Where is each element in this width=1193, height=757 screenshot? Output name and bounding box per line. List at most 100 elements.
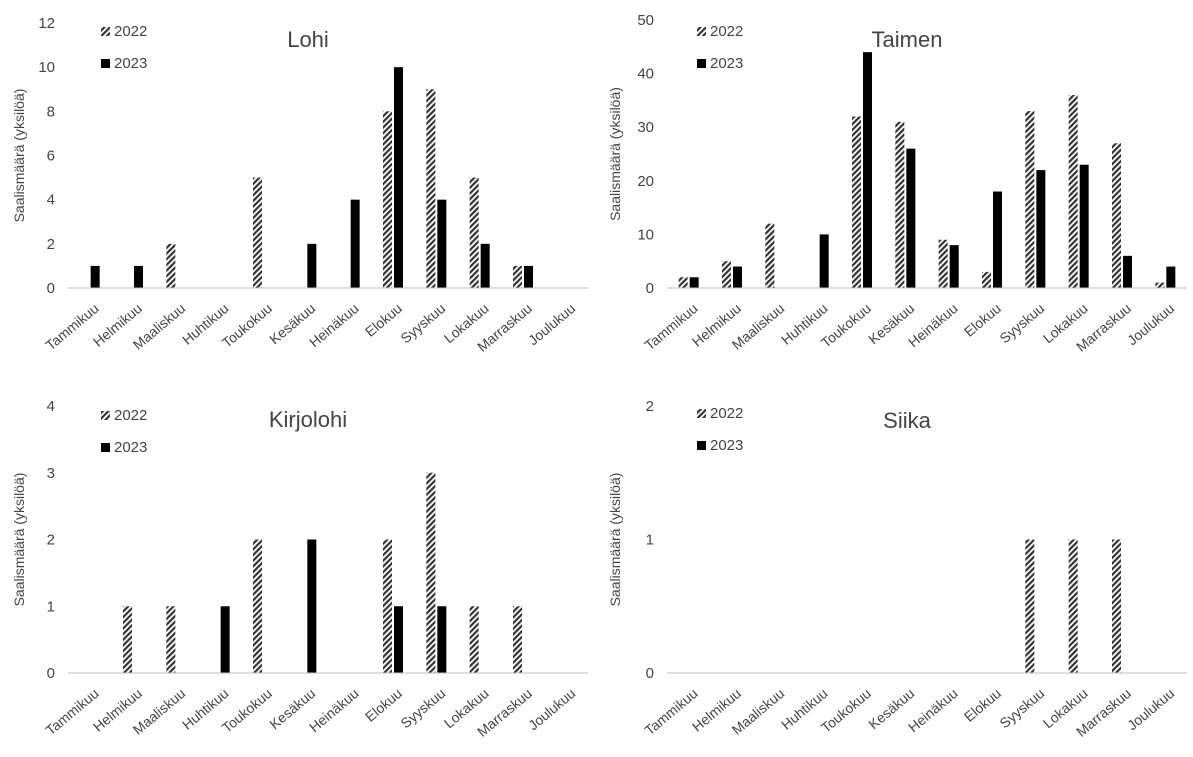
y-tick-label: 50 (637, 12, 654, 29)
bar-2022-marraskuu (513, 606, 522, 673)
legend-swatch-2022 (101, 27, 110, 36)
x-tick-label-heinakuu: Heinäkuu (905, 300, 961, 350)
x-tick-label-heinakuu: Heinäkuu (905, 685, 961, 735)
chart-lohi: 0 2 4 6 8 10 12 Saalismäärä (yksilöä) Lohi Tammik… (11, 15, 588, 355)
bar-2022-toukokuu (253, 177, 262, 288)
bar-2023-heinakuu (949, 245, 959, 288)
bar-2023-tammikuu (90, 265, 100, 288)
bar-2023-tammikuu (689, 277, 699, 288)
bar-2022-marraskuu (1112, 143, 1121, 288)
y-tick-label: 2 (47, 236, 55, 253)
bar-2022-heinakuu (938, 239, 948, 288)
bar-2023-helmikuu (134, 265, 143, 288)
y-tick-label: 40 (637, 66, 654, 83)
x-tick-label-syyskuu: Syyskuu (397, 685, 448, 731)
y-tick-label: 0 (646, 280, 654, 297)
legend-label-2023: 2023 (114, 439, 147, 456)
bar-2022-lokakuu (469, 177, 479, 288)
bar-2023-heinakuu (350, 199, 360, 288)
chart-panel-siika: 0 1 2 Saalismäärä (yksilöä) Siika Tammikuu Hel… (596, 388, 1193, 757)
x-tick-label-joulukuu: Joulukuu (525, 685, 578, 733)
bar-2022-syyskuu (1025, 539, 1035, 673)
y-axis-title: Saalismäärä (yksilöä) (607, 473, 623, 607)
y-tick-label: 2 (646, 398, 654, 415)
bar-2022-syyskuu (426, 472, 436, 673)
bar-2022-kesakuu (895, 121, 905, 288)
bar-2022-joulukuu (1155, 282, 1165, 288)
legend-label-2022: 2022 (710, 405, 743, 422)
y-axis-title: Saalismäärä (yksilöä) (11, 89, 27, 223)
y-tick-label: 0 (47, 665, 55, 682)
y-axis-title: Saalismäärä (yksilöä) (607, 87, 623, 221)
legend-label-2022: 2022 (114, 407, 147, 424)
chart-panel-kirjolohi: 0 1 2 3 4 Saalismäärä (yksilöä) Kirjolohi Tammi… (0, 388, 596, 757)
bar-2022-marraskuu (1112, 539, 1121, 673)
x-tick-label-tammikuu: Tammikuu (42, 685, 101, 738)
x-tick-label-heinakuu: Heinäkuu (306, 685, 362, 735)
x-tick-label-syyskuu: Syyskuu (996, 300, 1047, 346)
y-tick-label: 8 (47, 103, 55, 120)
legend-swatch-2023 (101, 443, 110, 452)
bar-2023-syyskuu (437, 606, 447, 673)
bar-2023-elokuu (993, 191, 1002, 288)
legend-swatch-2022 (697, 27, 706, 36)
chart-panel-taimen: 0 10 20 30 40 50 Saalismäärä (yksilöä) Taimen Ta… (596, 0, 1193, 380)
y-tick-label: 1 (47, 598, 55, 615)
x-tick-label-joulukuu: Joulukuu (1124, 685, 1177, 733)
bar-2023-elokuu (394, 606, 403, 673)
y-tick-label: 6 (47, 148, 55, 165)
legend-label-2023: 2023 (710, 437, 743, 454)
x-tick-label-joulukuu: Joulukuu (525, 300, 578, 348)
bar-2022-elokuu (383, 111, 392, 288)
chart-taimen: 0 10 20 30 40 50 Saalismäärä (yksilöä) Taimen Ta… (607, 12, 1187, 355)
bar-2023-helmikuu (733, 266, 742, 288)
x-tick-label-syyskuu: Syyskuu (996, 685, 1047, 731)
bar-2022-toukokuu (253, 539, 262, 673)
bar-2023-marraskuu (524, 265, 533, 288)
legend-swatch-2023 (101, 59, 110, 68)
y-tick-label: 0 (646, 665, 654, 682)
bar-2022-tammikuu (678, 277, 688, 288)
y-tick-label: 3 (47, 465, 55, 482)
bar-2023-marraskuu (1123, 255, 1132, 288)
bar-2022-syyskuu (1025, 111, 1035, 289)
y-tick-label: 20 (637, 173, 654, 190)
bar-2023-huhtikuu (819, 234, 829, 288)
x-tick-label-tammikuu: Tammikuu (641, 300, 700, 353)
y-axis-title: Saalismäärä (yksilöä) (11, 473, 27, 607)
legend-swatch-2023 (697, 59, 706, 68)
bar-2023-lokakuu (480, 243, 490, 288)
x-tick-label-heinakuu: Heinäkuu (306, 300, 362, 350)
bar-2023-syyskuu (437, 199, 447, 288)
y-tick-label: 10 (637, 226, 654, 243)
chart-title: Lohi (287, 27, 329, 52)
bar-2022-lokakuu (1068, 539, 1078, 673)
bar-2022-maaliskuu (765, 223, 775, 288)
chart-title: Siika (883, 408, 931, 433)
y-tick-label: 1 (646, 532, 654, 549)
x-tick-label-joulukuu: Joulukuu (1124, 300, 1177, 348)
bar-2023-elokuu (394, 67, 403, 289)
chart-kirjolohi: 0 1 2 3 4 Saalismäärä (yksilöä) Kirjolohi Tammi… (11, 398, 588, 740)
bar-2023-huhtikuu (220, 606, 230, 673)
y-tick-label: 0 (47, 280, 55, 297)
legend-label-2023: 2023 (114, 55, 147, 72)
bar-2023-lokakuu (1079, 164, 1089, 288)
legend-swatch-2022 (697, 409, 706, 418)
bar-2022-maaliskuu (166, 243, 176, 288)
bar-2022-lokakuu (469, 606, 479, 673)
legend-swatch-2022 (101, 411, 110, 420)
bar-2023-joulukuu (1166, 266, 1176, 288)
bar-2022-elokuu (383, 539, 392, 673)
y-tick-label: 30 (637, 119, 654, 136)
bar-2022-elokuu (982, 271, 991, 288)
bar-2022-syyskuu (426, 89, 436, 288)
bar-2023-kesakuu (906, 148, 916, 288)
y-tick-label: 4 (47, 192, 55, 209)
bar-2022-helmikuu (123, 606, 132, 673)
legend-label-2023: 2023 (710, 55, 743, 72)
y-tick-label: 2 (47, 532, 55, 549)
x-tick-label-tammikuu: Tammikuu (641, 685, 700, 738)
x-tick-label-syyskuu: Syyskuu (397, 300, 448, 346)
